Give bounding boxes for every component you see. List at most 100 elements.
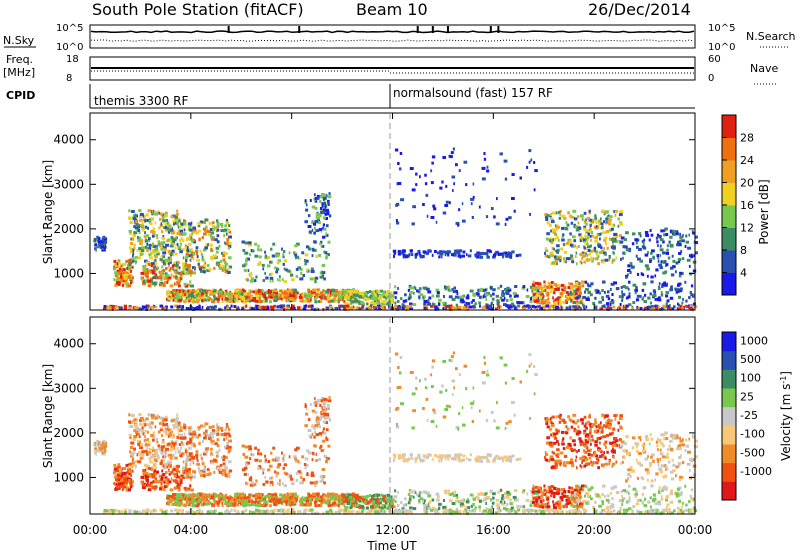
velocity-cell	[338, 494, 342, 498]
power-cell	[659, 238, 664, 242]
power-cell	[132, 249, 135, 253]
power-cell	[618, 239, 621, 243]
power-cell	[425, 287, 430, 291]
power-cell	[534, 169, 538, 173]
power-cell	[565, 241, 570, 245]
velocity-cell	[173, 442, 177, 446]
power-cell	[411, 188, 416, 192]
power-cell	[239, 293, 243, 296]
velocity-cell	[210, 435, 214, 439]
velocity-cell	[138, 435, 141, 439]
velocity-cell	[145, 479, 149, 482]
velocity-cell	[169, 500, 173, 504]
velocity-cell	[201, 462, 205, 466]
power-cell	[178, 290, 181, 294]
power-cell	[625, 231, 629, 235]
velocity-cell	[287, 473, 291, 477]
power-cell	[152, 231, 156, 235]
power-cell	[682, 305, 686, 309]
velocity-cell	[172, 424, 177, 428]
velocity-cell	[172, 502, 175, 506]
velocity-cell	[181, 497, 184, 501]
velocity-cell	[334, 495, 339, 499]
velocity-cell	[179, 454, 183, 458]
power-cell	[309, 304, 312, 308]
power-cell	[495, 307, 498, 311]
power-cell	[183, 228, 186, 232]
power-cell	[637, 257, 641, 261]
velocity-cell	[142, 469, 145, 472]
power-cell	[167, 238, 171, 242]
power-cell	[611, 260, 614, 264]
power-cell	[459, 295, 463, 299]
power-cell	[201, 298, 204, 302]
power-cell	[150, 282, 154, 286]
power-cell	[681, 239, 685, 243]
power-cell	[229, 293, 233, 297]
power-cell	[634, 291, 637, 295]
power-cell	[449, 304, 452, 308]
power-cell	[661, 307, 665, 311]
power-cell	[634, 238, 638, 242]
power-cell	[204, 293, 208, 297]
power-cell	[396, 182, 399, 186]
power-cell	[632, 232, 636, 236]
power-cell	[557, 248, 560, 252]
power-cell	[334, 291, 339, 295]
velocity-cell	[170, 429, 173, 433]
power-cell	[654, 297, 658, 301]
power-cell	[453, 286, 456, 290]
power-cell	[185, 254, 190, 258]
power-cell	[264, 256, 269, 260]
velocity-cell	[159, 416, 163, 420]
velocity-cell	[282, 459, 285, 463]
power-cell	[151, 242, 155, 246]
power-cell	[277, 297, 280, 301]
power-cell	[183, 300, 187, 304]
power-cell	[504, 288, 507, 291]
freq-left-tick-top: 18	[66, 54, 79, 65]
power-cell	[136, 214, 139, 218]
power-cell	[346, 298, 350, 302]
velocity-cell	[300, 502, 303, 506]
power-cell	[486, 165, 489, 169]
power-cell	[237, 295, 240, 299]
power-cell	[277, 305, 281, 308]
velocity-cell	[259, 452, 263, 456]
power-cell	[150, 251, 153, 255]
power-cell	[291, 278, 295, 282]
power-cell	[472, 305, 476, 309]
power-cell	[178, 298, 182, 302]
power-cell	[664, 227, 668, 231]
power-cell	[286, 304, 290, 308]
power-cell	[669, 229, 672, 233]
power-cell	[261, 292, 264, 296]
power-cell	[101, 246, 105, 250]
power-cell	[605, 307, 608, 311]
velocity-cell	[246, 496, 250, 500]
power-cell	[402, 299, 406, 303]
velocity-cell	[174, 493, 179, 496]
velocity-cell	[333, 503, 336, 507]
power-cell	[415, 252, 419, 256]
power-cell	[148, 243, 152, 247]
velocity-cell	[325, 437, 329, 441]
power-cell	[213, 305, 217, 309]
power-cell	[589, 238, 592, 242]
velocity-cell	[310, 471, 314, 475]
power-cell	[441, 255, 443, 259]
power-cell	[576, 262, 578, 266]
power-cell	[584, 290, 586, 294]
power-cell	[197, 222, 201, 226]
freq-left-tick-bottom: 8	[66, 73, 72, 84]
power-cell	[176, 220, 180, 224]
velocity-cell	[279, 500, 283, 504]
velocity-cell	[121, 471, 124, 475]
power-cell	[349, 302, 353, 305]
power-cell	[294, 294, 298, 298]
power-cell	[320, 240, 323, 244]
power-cell	[555, 305, 559, 309]
velocity-cell	[190, 499, 195, 502]
power-cell	[264, 299, 268, 303]
power-cell	[354, 297, 357, 301]
